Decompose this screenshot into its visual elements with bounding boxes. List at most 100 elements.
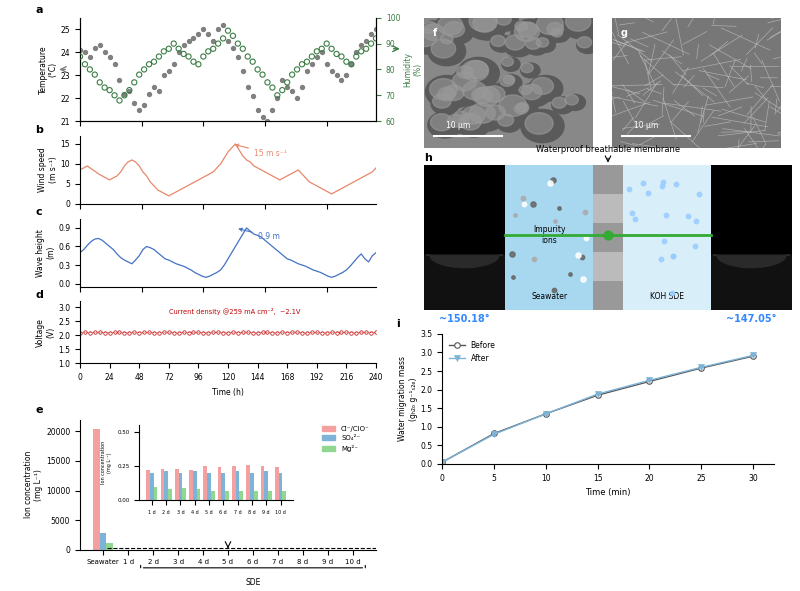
Point xyxy=(325,66,338,75)
Point xyxy=(320,59,333,69)
Point xyxy=(572,250,585,259)
Point xyxy=(78,60,91,69)
Point xyxy=(543,178,556,187)
Circle shape xyxy=(566,12,591,31)
Bar xyxy=(594,223,622,252)
Circle shape xyxy=(481,84,514,110)
Text: ~147.05°: ~147.05° xyxy=(726,314,777,324)
Circle shape xyxy=(514,103,535,119)
Circle shape xyxy=(431,93,459,115)
Point xyxy=(626,209,638,218)
Line: After: After xyxy=(440,353,756,465)
Text: h: h xyxy=(424,152,432,163)
Point xyxy=(192,29,205,38)
Text: i: i xyxy=(396,319,400,329)
Text: SDE: SDE xyxy=(246,578,261,587)
Circle shape xyxy=(552,98,566,108)
Point xyxy=(276,86,289,95)
Circle shape xyxy=(502,57,520,72)
Circle shape xyxy=(471,84,510,114)
Circle shape xyxy=(421,21,445,40)
Point xyxy=(526,200,539,209)
Circle shape xyxy=(521,63,534,73)
Circle shape xyxy=(446,113,472,133)
Point xyxy=(518,199,530,209)
Text: ~150.18°: ~150.18° xyxy=(439,314,490,324)
Circle shape xyxy=(426,76,468,108)
Point xyxy=(182,36,195,46)
Point xyxy=(251,105,264,115)
Point xyxy=(217,34,230,43)
After xyxy=(593,391,602,398)
Point xyxy=(301,66,314,75)
Point xyxy=(266,83,278,92)
Circle shape xyxy=(497,113,522,132)
Point xyxy=(629,215,642,224)
Polygon shape xyxy=(426,255,503,268)
Circle shape xyxy=(536,38,555,52)
Text: a: a xyxy=(36,5,43,15)
Point xyxy=(98,47,111,57)
Point xyxy=(281,82,294,92)
Circle shape xyxy=(517,103,529,112)
Point xyxy=(178,41,190,50)
Point xyxy=(83,65,96,74)
Point xyxy=(290,65,303,74)
Circle shape xyxy=(521,63,540,78)
Point xyxy=(261,116,274,126)
Circle shape xyxy=(444,85,464,100)
Circle shape xyxy=(452,111,477,129)
Point xyxy=(370,24,382,34)
Circle shape xyxy=(438,87,455,101)
Point xyxy=(88,70,101,79)
Y-axis label: Wave height
(m): Wave height (m) xyxy=(36,229,55,277)
Circle shape xyxy=(514,22,539,41)
Point xyxy=(517,194,530,203)
Point xyxy=(226,31,239,41)
Circle shape xyxy=(536,38,549,47)
Point xyxy=(286,86,298,96)
Point xyxy=(197,52,210,61)
Circle shape xyxy=(422,24,444,40)
Point xyxy=(108,90,121,100)
Legend: Cl⁻/ClO⁻, SO₄²⁻, Mg²⁻: Cl⁻/ClO⁻, SO₄²⁻, Mg²⁻ xyxy=(318,423,373,454)
Circle shape xyxy=(503,75,514,84)
Bar xyxy=(505,165,594,310)
Circle shape xyxy=(422,21,438,34)
Circle shape xyxy=(490,35,513,52)
Point xyxy=(167,59,180,69)
Point xyxy=(310,47,323,56)
Bar xyxy=(594,281,622,310)
Point xyxy=(94,77,106,87)
Y-axis label: Humidity
(%): Humidity (%) xyxy=(403,52,422,87)
Point xyxy=(108,59,121,69)
Point xyxy=(266,105,278,115)
Point xyxy=(123,86,136,96)
Point xyxy=(355,47,368,56)
Circle shape xyxy=(438,15,463,35)
Circle shape xyxy=(486,105,506,120)
Text: KOH SDE: KOH SDE xyxy=(650,292,684,301)
Point xyxy=(222,36,234,46)
Circle shape xyxy=(413,28,437,47)
Circle shape xyxy=(547,22,563,35)
Point xyxy=(602,230,614,240)
Before xyxy=(645,378,654,385)
Text: 10 μm: 10 μm xyxy=(634,121,658,130)
Circle shape xyxy=(453,111,470,124)
Point xyxy=(103,86,116,95)
Point xyxy=(656,181,669,190)
Point xyxy=(246,57,259,66)
Point xyxy=(276,75,289,85)
Point xyxy=(226,43,239,53)
Y-axis label: Voltage
(V): Voltage (V) xyxy=(36,318,55,347)
Legend: Before, After: Before, After xyxy=(446,337,498,366)
Circle shape xyxy=(491,35,506,47)
Point xyxy=(147,57,160,66)
Point xyxy=(138,100,150,110)
Circle shape xyxy=(465,61,488,79)
Point xyxy=(506,249,519,259)
Point xyxy=(158,47,170,56)
Point xyxy=(242,82,254,92)
Bar xyxy=(424,255,505,310)
